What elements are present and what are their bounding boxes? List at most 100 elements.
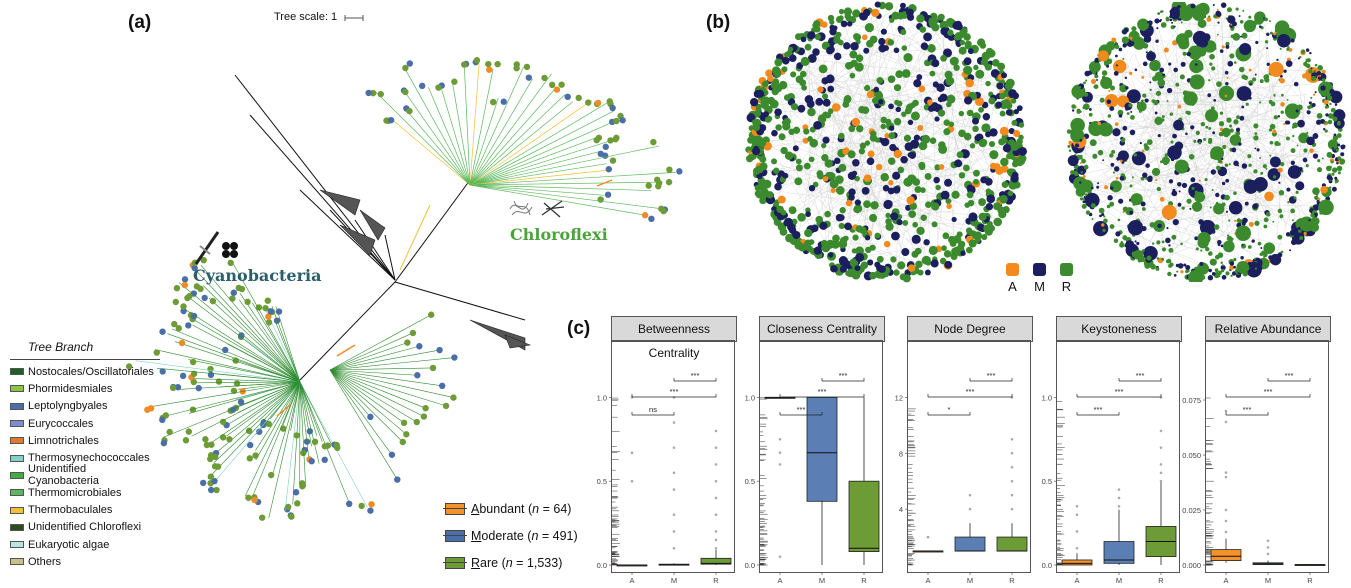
- network-node: [1147, 139, 1153, 145]
- network-node: [929, 246, 938, 255]
- network-node: [1208, 269, 1211, 272]
- network-node: [1212, 131, 1215, 134]
- network-node: [1294, 82, 1299, 87]
- tree-leaf-dot: [486, 67, 492, 73]
- network-node: [1209, 63, 1212, 66]
- network-node: [922, 256, 931, 265]
- network-node: [1229, 201, 1242, 214]
- network-node: [862, 187, 870, 195]
- network-node: [783, 219, 790, 226]
- network-node: [1012, 161, 1019, 168]
- network-node: [985, 81, 991, 87]
- branch-legend-label: Thermomicrobiales: [28, 487, 122, 499]
- network-node: [1232, 33, 1240, 41]
- significance-label: ***: [1115, 387, 1124, 396]
- network-node: [1254, 147, 1256, 149]
- tree-leaf-dot: [222, 347, 228, 353]
- network-node: [1129, 36, 1132, 39]
- tree-branch: [250, 115, 395, 280]
- panel-label-b: (b): [706, 12, 730, 34]
- network-node: [1286, 232, 1290, 236]
- network-node: [1272, 221, 1274, 223]
- network-node: [1290, 209, 1295, 214]
- network-node: [1281, 94, 1284, 97]
- network-node: [943, 119, 950, 126]
- tree-leaf-dot: [285, 504, 291, 510]
- network-node: [1130, 115, 1135, 120]
- network-node: [1222, 145, 1226, 149]
- network-node: [1083, 175, 1086, 178]
- network-node: [1286, 188, 1290, 192]
- branch-legend-label: Phormidesmiales: [28, 383, 112, 395]
- tree-leaf-dot: [280, 425, 286, 431]
- network-node: [1287, 99, 1289, 101]
- network-node: [1179, 190, 1181, 192]
- network-node: [975, 70, 984, 79]
- network-node: [1233, 266, 1236, 269]
- network-node: [885, 218, 892, 225]
- tree-leaf-dot: [202, 436, 208, 442]
- network-node: [1230, 128, 1234, 132]
- tree-leaf-dot: [660, 208, 666, 214]
- network-node: [1173, 68, 1178, 73]
- network-node: [1200, 249, 1202, 251]
- network-node: [963, 165, 970, 172]
- network-node: [883, 185, 890, 192]
- network-node: [903, 274, 911, 282]
- tree-leaf-dot: [541, 75, 547, 81]
- network-node: [1124, 28, 1129, 33]
- network-node: [925, 173, 932, 180]
- network-node: [1317, 159, 1320, 162]
- network-node: [1135, 37, 1144, 46]
- network-node: [900, 156, 908, 164]
- boxplot-panel-title: Node Degree: [907, 316, 1033, 342]
- network-node: [1149, 60, 1160, 71]
- network-node: [1327, 95, 1332, 100]
- network-node: [1332, 187, 1337, 192]
- box-iqr: [1062, 560, 1092, 565]
- significance-label: ***: [1136, 371, 1145, 380]
- network-node: [1236, 128, 1240, 132]
- tree-leaf-dot: [208, 372, 214, 378]
- tree-leaf-dot: [676, 168, 682, 174]
- network-node: [1286, 136, 1290, 140]
- network-node: [978, 198, 986, 206]
- network-node: [797, 213, 806, 222]
- network-node: [1092, 218, 1094, 220]
- network-node: [1110, 180, 1122, 192]
- network-node: [863, 48, 869, 54]
- network-node: [1276, 59, 1278, 61]
- network-node: [944, 261, 952, 269]
- network-node: [1218, 252, 1224, 258]
- tree-leaf-dot: [358, 503, 364, 509]
- network-node: [1249, 222, 1254, 227]
- network-node: [1255, 74, 1257, 76]
- tree-leaf-dot: [208, 487, 214, 493]
- network-node: [1222, 45, 1225, 48]
- network-node: [1230, 238, 1233, 241]
- network-node: [946, 102, 952, 108]
- tree-leaf-dot: [485, 61, 491, 67]
- tree-branch: [208, 382, 300, 479]
- network-legend-item: M: [1033, 263, 1046, 294]
- network-node: [1099, 122, 1113, 136]
- box-outlier: [1118, 488, 1121, 491]
- network-node: [828, 252, 833, 257]
- tree-leaf-dot: [299, 483, 305, 489]
- network-node: [885, 2, 893, 10]
- tree-leaf-dot: [576, 95, 582, 101]
- box-outlier: [1076, 513, 1079, 516]
- network-node: [1208, 79, 1210, 81]
- branch-legend-swatch: [10, 455, 24, 462]
- tree-leaf-dot: [182, 276, 188, 282]
- network-node: [1013, 130, 1020, 137]
- network-node: [1208, 140, 1212, 144]
- tree-leaf-dot: [603, 144, 609, 150]
- network-node: [1149, 81, 1151, 83]
- network-node: [1189, 208, 1191, 210]
- network-node: [1100, 98, 1105, 103]
- tree-leaf-dot: [436, 347, 442, 353]
- network-node: [1162, 115, 1165, 118]
- network-node: [1145, 98, 1149, 102]
